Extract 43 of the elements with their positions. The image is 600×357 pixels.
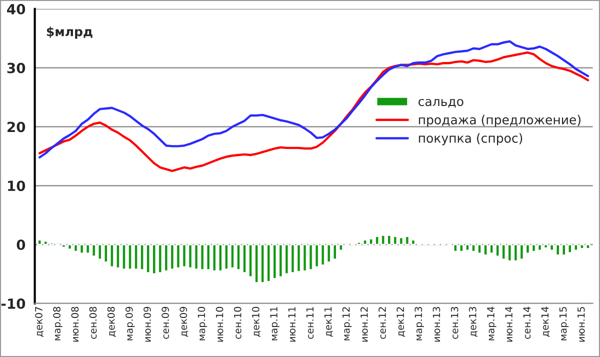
x-tick-label: сен.13	[450, 307, 458, 339]
y-tick-label: 0	[16, 240, 26, 250]
legend-label: сальдо	[418, 98, 464, 108]
x-tick-label: мар.12	[342, 307, 352, 340]
x-tick-label: сен.08	[89, 306, 97, 339]
x-tick-label: дек09	[180, 306, 188, 337]
y-tick-label: 20	[8, 122, 26, 132]
x-tick-label: июн.10	[216, 306, 224, 342]
x-tick-label: июн.13	[432, 307, 440, 342]
x-tick-label: мар.09	[125, 306, 135, 340]
x-tick-label: июн.09	[144, 306, 151, 342]
x-tick-label: июн.14	[505, 306, 512, 342]
x-tick-label: дек11	[324, 307, 333, 337]
x-tick-label: сен.10	[234, 306, 242, 339]
x-tick-label: мар.08	[53, 306, 62, 340]
x-tick-label: дек13	[468, 307, 478, 337]
x-tick-label: мар.13	[414, 307, 424, 340]
y-tick-label: -10	[1, 298, 26, 309]
x-tick-label: мар.14	[487, 306, 496, 340]
x-tick-label: мар.11	[270, 307, 280, 340]
x-tick-label: сен.11	[306, 307, 314, 339]
x-tick-label: дек10	[252, 306, 261, 337]
x-tick-label: июн.15	[578, 307, 585, 342]
line-series	[38, 40, 590, 158]
legend-label: продажа (предложение)	[418, 114, 580, 127]
y-tick-label: 10	[8, 180, 26, 192]
x-tick-label: дек12	[396, 307, 406, 337]
x-tick-label: июн.08	[71, 306, 79, 342]
y-tick-label: 30	[7, 62, 26, 74]
x-tick-label: июн.11	[288, 307, 296, 342]
line-series	[38, 51, 590, 172]
x-tick-label: мар.15	[559, 307, 569, 340]
x-tick-label: дек08	[107, 306, 116, 337]
x-tick-label: мар.10	[198, 306, 208, 340]
x-tick-label: сен.09	[162, 306, 169, 339]
legend-label: покупка (спрос)	[418, 133, 522, 146]
y-axis-title: $млрд	[46, 26, 92, 39]
x-tick-label: дек07	[35, 307, 44, 337]
x-tick-label: июн.12	[360, 307, 368, 342]
y-tick-label: 40	[7, 4, 26, 14]
x-tick-label: дек14	[541, 306, 550, 337]
x-tick-label: сен.12	[378, 307, 386, 339]
x-tick-label: сен.14	[523, 306, 531, 339]
